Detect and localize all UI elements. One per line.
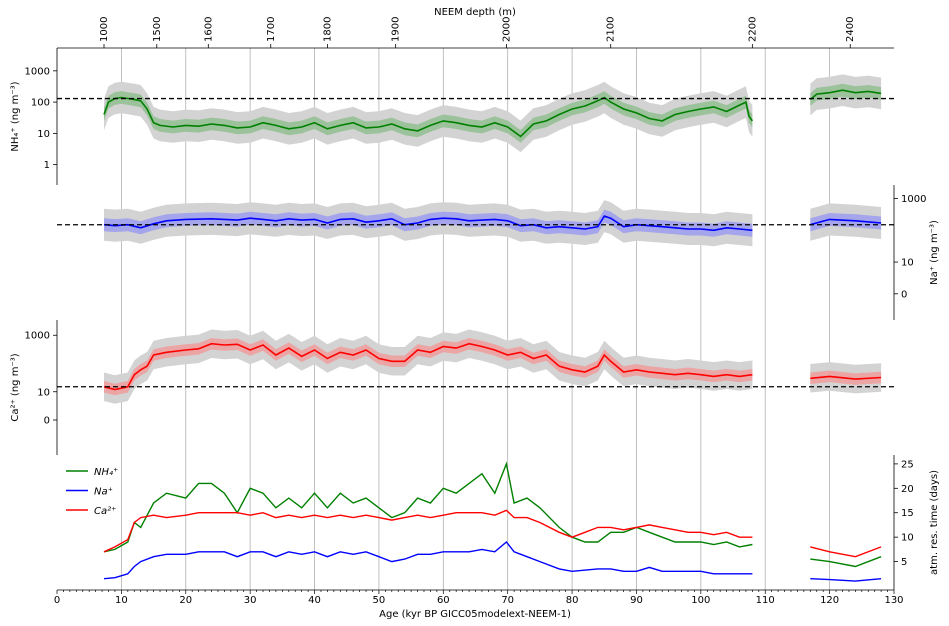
y-axis-label: NH₄⁺ (ng m⁻³) — [10, 81, 21, 151]
top-tick-label: 1500 — [152, 17, 163, 42]
top-depth-axis: NEEM depth (m) 1000 1500 1600 1700 1800 1900 2… — [57, 7, 894, 49]
top-tick-label: 1600 — [203, 17, 214, 42]
residence-time-line — [810, 546, 882, 558]
x-tick-label: 80 — [566, 595, 579, 606]
y-tick-label: 1000 — [25, 66, 50, 77]
x-tick-label: 70 — [501, 595, 514, 606]
top-tick-label: 1000 — [99, 17, 110, 42]
top-axis-title: NEEM depth (m) — [434, 7, 516, 18]
top-tick-label: 2400 — [845, 17, 856, 42]
y-tick-label: 0 — [901, 289, 907, 300]
x-tick-label: 40 — [308, 595, 321, 606]
series-line — [103, 96, 754, 138]
x-tick-label: 50 — [373, 595, 386, 606]
y-axis-label: Na⁺ (ng m⁻³) — [929, 220, 940, 285]
x-axis-title: Age (kyr BP GICC05modelext-NEEM-1) — [379, 609, 571, 620]
y-tick-label: 10 — [901, 258, 914, 269]
legend-label: NH₄⁺ — [94, 467, 118, 478]
top-tick-label: 1800 — [322, 17, 333, 42]
residence-time-line — [103, 540, 753, 580]
residence-time-line — [810, 578, 882, 582]
series-line — [809, 89, 882, 101]
top-tick-label: 2000 — [501, 17, 512, 42]
top-tick-label: 2200 — [747, 17, 758, 42]
legend: NH₄⁺ Na⁺ Ca²⁺ — [66, 467, 118, 517]
y-tick-label: 10 — [901, 533, 914, 544]
x-tick-label: 100 — [691, 595, 710, 606]
y-tick-label: 1000 — [25, 331, 50, 342]
x-tick-label: 10 — [115, 595, 128, 606]
residence-time-line — [103, 509, 753, 553]
legend-label: Ca²⁺ — [94, 506, 116, 517]
y-tick-label: 5 — [901, 557, 907, 568]
bottom-age-axis: Age (kyr BP GICC05modelext-NEEM-1) 0 10 20… — [54, 589, 904, 620]
y-tick-label: 10 — [37, 387, 50, 398]
panel-1: 0 10 1000 Na⁺ (ng m⁻³) — [57, 185, 940, 320]
panel-0: 1 10 100 1000 NH₄⁺ (ng m⁻³) — [10, 48, 894, 185]
series-spread-band — [810, 213, 882, 232]
series-spread-band — [104, 338, 753, 396]
y-tick-label: 1000 — [901, 194, 926, 205]
legend-label: Na⁺ — [94, 487, 113, 498]
y-tick-label: 10 — [37, 129, 50, 140]
y-tick-label: 20 — [901, 484, 914, 495]
top-tick-label: 2100 — [606, 17, 617, 42]
series-line — [103, 342, 753, 391]
x-tick-label: 110 — [756, 595, 775, 606]
top-tick-label: 1700 — [266, 17, 277, 42]
y-tick-label: 0 — [44, 416, 50, 427]
y-tick-label: 1 — [44, 160, 50, 171]
y-tick-label: 100 — [31, 98, 50, 109]
y-axis-label: Ca²⁺ (ng m⁻³) — [10, 353, 21, 421]
x-tick-label: 90 — [630, 595, 643, 606]
series-line — [810, 375, 882, 380]
y-axis-label: atm. res. time (days) — [929, 470, 940, 575]
series-line — [810, 218, 882, 226]
x-tick-label: 120 — [820, 595, 839, 606]
top-tick-label: 1900 — [391, 17, 402, 42]
x-tick-label: 30 — [244, 595, 257, 606]
series-line — [103, 215, 753, 232]
panel-3: 5 10 15 20 25 atm. res. time (days) — [103, 455, 940, 590]
series-spread-band — [810, 83, 882, 106]
x-tick-label: 0 — [54, 595, 60, 606]
uncertainty-band — [104, 329, 753, 404]
x-tick-label: 20 — [179, 595, 192, 606]
x-tick-label: 130 — [884, 595, 903, 606]
residence-time-line — [103, 461, 753, 553]
residence-time-line — [810, 556, 882, 568]
series-spread-band — [104, 209, 753, 237]
y-tick-label: 15 — [901, 508, 914, 519]
x-tick-label: 60 — [437, 595, 450, 606]
y-tick-label: 25 — [901, 459, 914, 470]
panel-2: 0 10 1000 Ca²⁺ (ng m⁻³) — [10, 320, 894, 455]
